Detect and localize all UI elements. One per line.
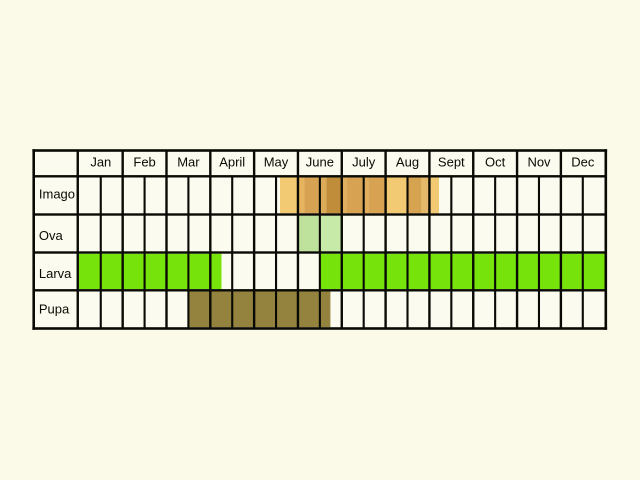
- svg-text:Mar: Mar: [177, 154, 200, 169]
- svg-text:Nov: Nov: [527, 154, 551, 169]
- svg-text:May: May: [264, 154, 289, 169]
- svg-text:June: June: [306, 154, 334, 169]
- svg-text:Jan: Jan: [90, 154, 111, 169]
- svg-text:Sept: Sept: [438, 154, 465, 169]
- svg-text:Oct: Oct: [485, 154, 506, 169]
- svg-text:Imago: Imago: [39, 187, 75, 202]
- svg-text:Feb: Feb: [133, 154, 155, 169]
- svg-text:April: April: [219, 154, 245, 169]
- svg-text:Ova: Ova: [39, 228, 64, 243]
- svg-text:Dec: Dec: [571, 154, 595, 169]
- svg-text:Larva: Larva: [39, 266, 72, 281]
- svg-text:July: July: [352, 154, 376, 169]
- svg-text:Pupa: Pupa: [39, 302, 70, 317]
- svg-text:Aug: Aug: [396, 154, 419, 169]
